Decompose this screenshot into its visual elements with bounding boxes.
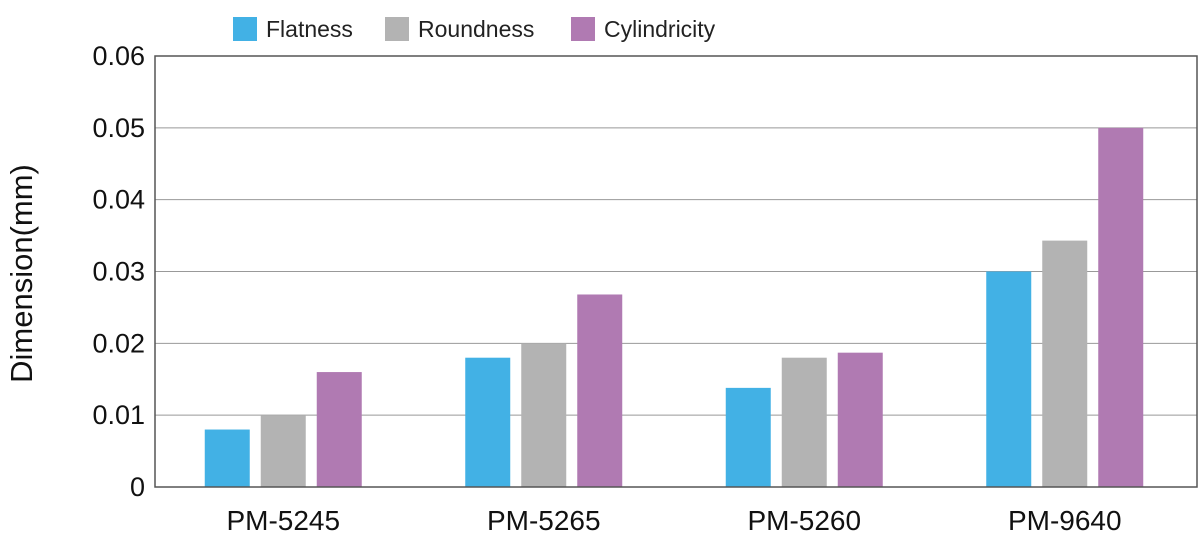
- legend-label-cylindricity: Cylindricity: [604, 16, 716, 42]
- plot-frame: [154, 55, 1198, 488]
- bar-cylindricity-pm-9640: [1098, 127, 1144, 487]
- bar-roundness-pm-5245: [260, 415, 306, 487]
- legend: Flatness Roundness Cylindricity: [233, 16, 716, 42]
- x-category-label: PM-9640: [1008, 505, 1122, 536]
- x-category-label: PM-5245: [226, 505, 340, 536]
- y-axis-ticks: 0 0.01 0.02 0.03 0.04 0.05 0.06: [92, 41, 145, 502]
- bar-flatness-pm-5265: [465, 357, 511, 487]
- bar-roundness-pm-9640: [1042, 240, 1088, 487]
- legend-label-roundness: Roundness: [418, 16, 534, 42]
- x-category-label: PM-5260: [747, 505, 861, 536]
- bar-roundness-pm-5260: [781, 357, 827, 487]
- legend-label-flatness: Flatness: [266, 16, 353, 42]
- y-tick-label: 0.03: [92, 257, 145, 287]
- y-tick-label: 0.05: [92, 113, 145, 143]
- legend-swatch-cylindricity: [571, 17, 595, 41]
- bar-cylindricity-pm-5260: [837, 352, 883, 487]
- x-category-label: PM-5265: [487, 505, 601, 536]
- bar-cylindricity-pm-5265: [577, 294, 623, 487]
- legend-swatch-roundness: [385, 17, 409, 41]
- bar-cylindricity-pm-5245: [316, 372, 362, 487]
- bars: [204, 127, 1144, 487]
- bar-flatness-pm-9640: [986, 271, 1032, 487]
- y-tick-label: 0: [130, 472, 145, 502]
- gridlines: [155, 127, 1197, 416]
- x-axis-categories: PM-5245 PM-5265 PM-5260 PM-9640: [226, 505, 1121, 536]
- y-axis-title: Dimension(mm): [4, 164, 39, 383]
- bar-flatness-pm-5260: [725, 387, 771, 487]
- y-tick-label: 0.04: [92, 185, 145, 215]
- y-tick-label: 0.06: [92, 41, 145, 71]
- legend-swatch-flatness: [233, 17, 257, 41]
- y-tick-label: 0.01: [92, 400, 145, 430]
- y-tick-label: 0.02: [92, 328, 145, 358]
- bar-flatness-pm-5245: [204, 429, 250, 487]
- bar-roundness-pm-5265: [521, 343, 567, 487]
